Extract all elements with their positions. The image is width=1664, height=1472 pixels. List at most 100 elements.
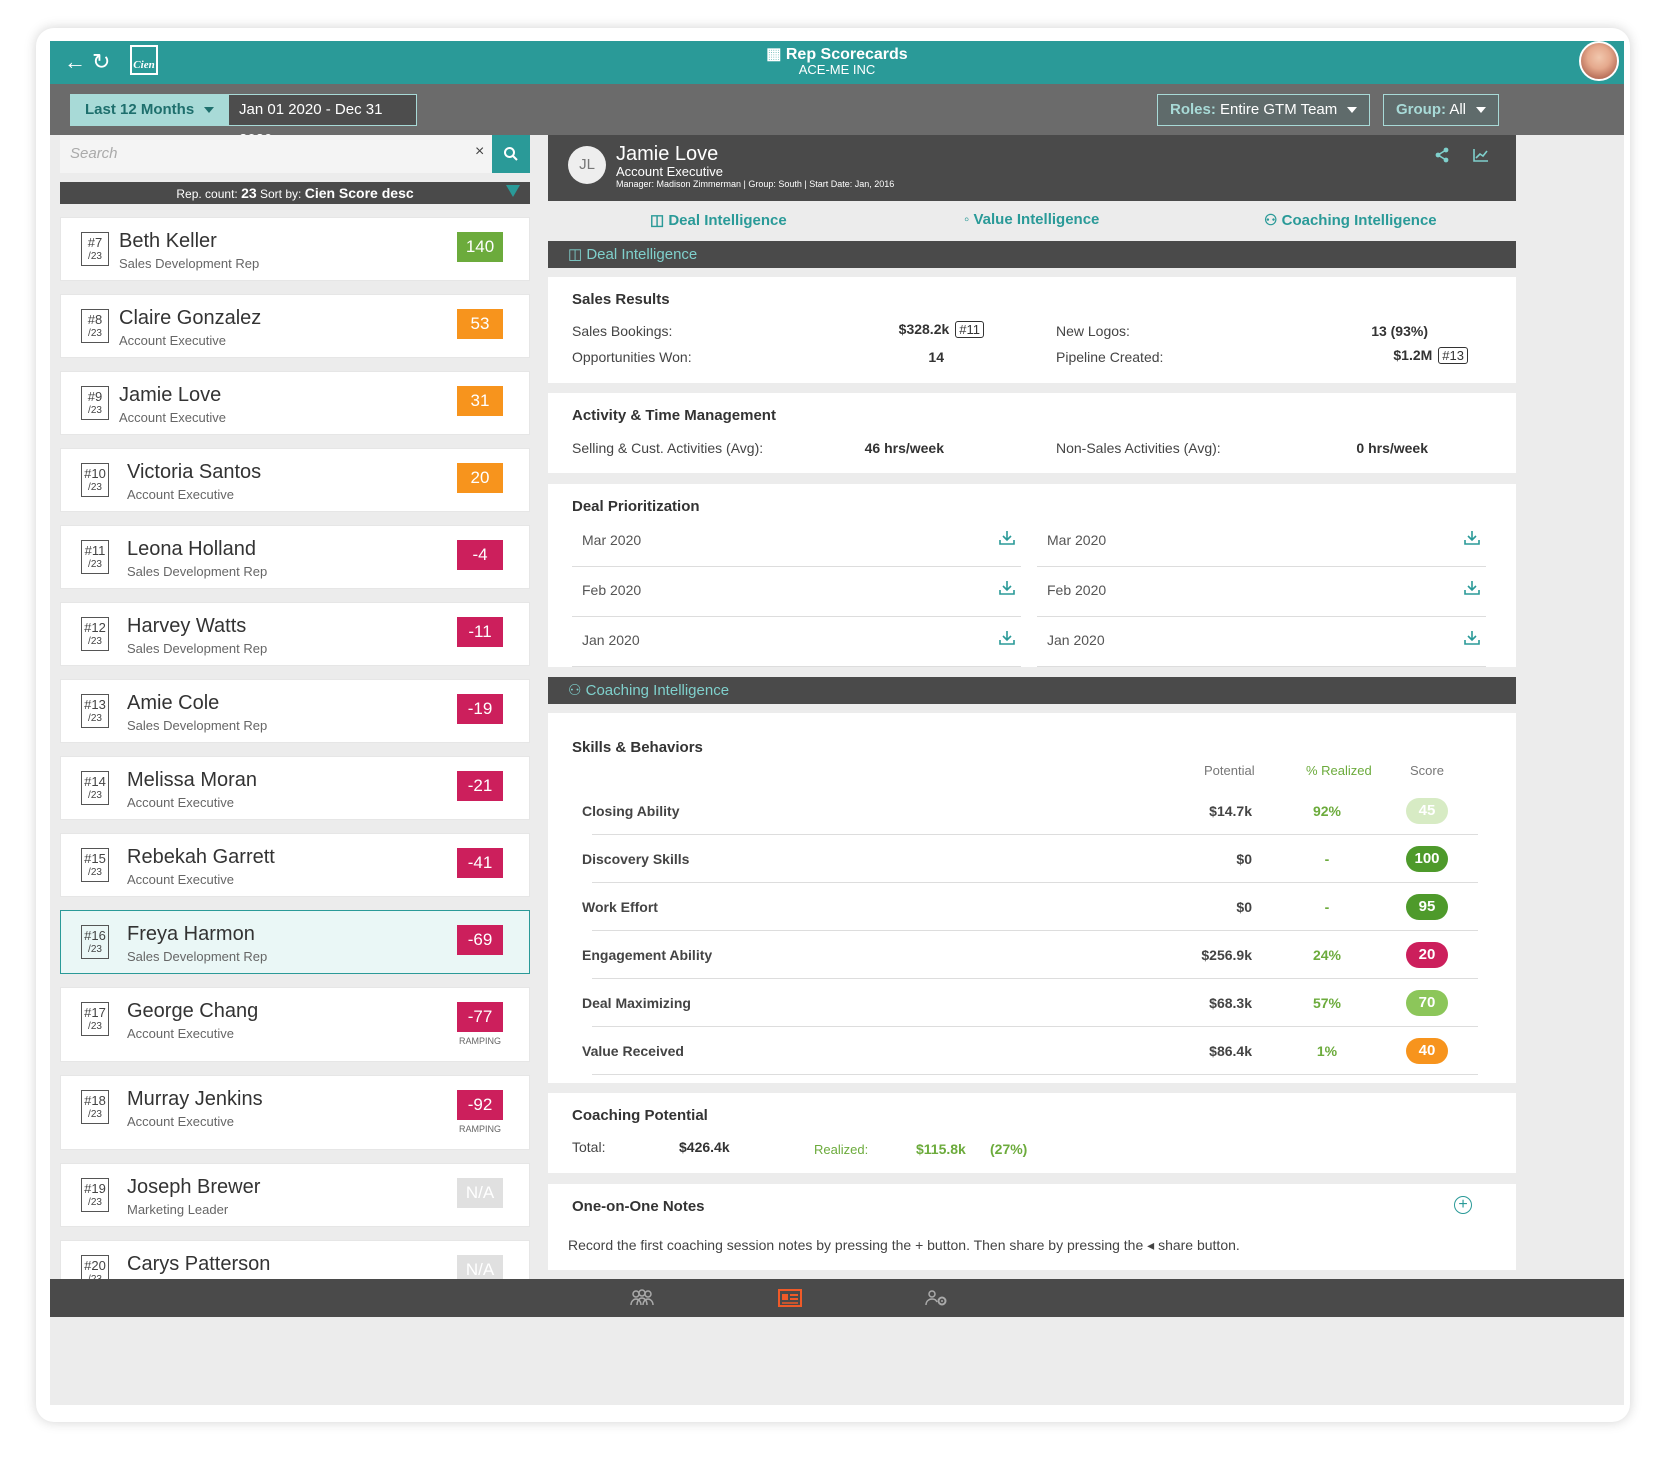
skill-name: Discovery Skills	[582, 851, 690, 867]
rank-badge: #15/23	[81, 848, 109, 882]
filter-icon[interactable]	[506, 185, 520, 197]
top-bar: ← ↻ Cien ▦ Rep Scorecards ACE-ME INC	[50, 41, 1624, 84]
profile-name: Jamie Love	[616, 143, 719, 165]
rep-card[interactable]: #17/23 George Chang Account Executive -77 RA…	[60, 987, 530, 1062]
download-icon[interactable]	[1464, 630, 1480, 646]
rep-name: Harvey Watts	[127, 615, 247, 637]
rep-card[interactable]: #16/23 Freya Harmon Sales Development Rep -…	[60, 910, 530, 974]
skill-name: Work Effort	[582, 899, 658, 915]
clear-icon[interactable]: ×	[475, 143, 485, 160]
rep-card[interactable]: #20/23 Carys Patterson N/A	[60, 1240, 530, 1279]
skill-score-badge: 95	[1406, 894, 1448, 920]
avatar: JL	[568, 146, 606, 184]
rep-card[interactable]: #15/23 Rebekah Garrett Account Executive -4…	[60, 833, 530, 897]
skill-name: Engagement Ability	[582, 947, 713, 963]
score-badge: -41	[457, 848, 503, 878]
team-icon[interactable]	[630, 1289, 654, 1307]
user-avatar[interactable]	[1579, 41, 1619, 81]
trend-chart-icon[interactable]	[1473, 147, 1489, 168]
period-label: Jan 2020	[1047, 632, 1105, 648]
roles-dropdown[interactable]: Roles: Entire GTM Team	[1157, 94, 1371, 126]
skill-potential: $0	[1236, 851, 1252, 867]
download-icon[interactable]	[999, 530, 1015, 546]
download-icon[interactable]	[999, 580, 1015, 596]
download-icon[interactable]	[999, 630, 1015, 646]
score-badge: -21	[457, 771, 503, 801]
rep-card[interactable]: #7/23 Beth Keller Sales Development Rep 140	[60, 217, 530, 281]
prioritization-row: Feb 2020	[572, 567, 1021, 617]
new-logos-value: 13 (93%)	[1371, 323, 1428, 339]
rep-role: Account Executive	[119, 410, 226, 425]
rep-card[interactable]: #14/23 Melissa Moran Account Executive -21	[60, 756, 530, 820]
refresh-icon[interactable]: ↻	[92, 49, 111, 74]
rank-badge: #11/23	[81, 540, 109, 574]
rank-badge: #7/23	[81, 232, 109, 266]
score-badge: -69	[457, 925, 503, 955]
chevron-down-icon	[1347, 107, 1358, 114]
prioritization-row: Jan 2020	[572, 617, 1021, 667]
chevron-down-icon	[1476, 107, 1487, 114]
search-input[interactable]: Search ×	[60, 135, 495, 173]
rep-role: Sales Development Rep	[127, 564, 268, 579]
skill-row: Work Effort $0 - 95	[582, 883, 1478, 931]
column-header-score: Score	[1410, 763, 1444, 778]
rank-badge: #18/23	[81, 1090, 109, 1124]
filter-bar: Last 12 Months Jan 01 2020 - Dec 31 2020…	[50, 84, 1624, 148]
group-dropdown[interactable]: Group: All	[1383, 94, 1500, 126]
skill-potential: $0	[1236, 899, 1252, 915]
share-icon[interactable]	[1434, 147, 1450, 168]
rep-name: Amie Cole	[127, 692, 220, 714]
rep-card[interactable]: #13/23 Amie Cole Sales Development Rep -19	[60, 679, 530, 743]
skill-row: Engagement Ability $256.9k 24% 20	[582, 931, 1478, 979]
skill-score-badge: 45	[1406, 798, 1448, 824]
non-sales-activities-value: 0 hrs/week	[1356, 440, 1428, 456]
rep-count-bar: Rep. count: 23 Sort by: Cien Score desc	[60, 182, 530, 204]
pipeline-created-value: $1.2M #13	[1288, 347, 1468, 364]
skill-score-badge: 40	[1406, 1038, 1448, 1064]
rep-role: Sales Development Rep	[119, 256, 260, 271]
rank-badge: #8/23	[81, 309, 109, 343]
skill-name: Closing Ability	[582, 803, 680, 819]
rep-name: Leona Holland	[127, 538, 256, 560]
tab-deal-intelligence[interactable]: ◫ Deal Intelligence	[650, 212, 787, 229]
rep-role: Sales Development Rep	[127, 718, 268, 733]
date-range[interactable]: Jan 01 2020 - Dec 31 2020	[228, 94, 417, 148]
period-dropdown[interactable]: Last 12 Months	[70, 94, 228, 126]
tab-coaching-intelligence[interactable]: ⚇ Coaching Intelligence	[1264, 212, 1437, 229]
download-icon[interactable]	[1464, 580, 1480, 596]
prioritization-row: Feb 2020	[1037, 567, 1486, 617]
users-gear-icon: ⚇	[568, 682, 586, 699]
skill-potential: $14.7k	[1209, 803, 1252, 819]
scorecard-icon[interactable]	[778, 1289, 802, 1307]
coaching-intelligence-heading: ⚇ Coaching Intelligence	[548, 677, 1516, 704]
kv-label: Non-Sales Activities (Avg):	[1056, 440, 1221, 456]
skill-potential: $86.4k	[1209, 1043, 1252, 1059]
rep-role: Sales Development Rep	[127, 641, 268, 656]
rep-card[interactable]: #8/23 Claire Gonzalez Account Executive 53	[60, 294, 530, 358]
add-note-icon[interactable]: +	[1454, 1196, 1472, 1214]
search-button[interactable]	[492, 135, 530, 173]
coaching-gear-icon[interactable]	[925, 1289, 949, 1307]
kv-label: Selling & Cust. Activities (Avg):	[572, 440, 764, 456]
rep-role: Account Executive	[127, 1026, 234, 1041]
rep-card[interactable]: #18/23 Murray Jenkins Account Executive -92…	[60, 1075, 530, 1150]
rep-card[interactable]: #9/23 Jamie Love Account Executive 31	[60, 371, 530, 435]
rep-card[interactable]: #19/23 Joseph Brewer Marketing Leader N/A	[60, 1163, 530, 1227]
coaching-realized-pct: (27%)	[990, 1141, 1028, 1157]
rep-card[interactable]: #12/23 Harvey Watts Sales Development Rep -…	[60, 602, 530, 666]
rep-role: Marketing Leader	[127, 1202, 229, 1217]
coaching-potential-card: Coaching Potential Total: $426.4k Realiz…	[548, 1093, 1516, 1173]
bottom-nav	[50, 1279, 1624, 1317]
rep-card[interactable]: #11/23 Leona Holland Sales Development Rep…	[60, 525, 530, 589]
rank-badge: #16/23	[81, 925, 109, 959]
users-icon: ⚇	[1264, 212, 1282, 229]
arrow-left-icon[interactable]: ←	[64, 49, 86, 74]
section-title: Deal Prioritization	[572, 498, 700, 515]
tab-value-intelligence[interactable]: ◦ Value Intelligence	[964, 211, 1100, 228]
rep-name: Freya Harmon	[127, 923, 255, 945]
rep-card[interactable]: #10/23 Victoria Santos Account Executive 20	[60, 448, 530, 512]
rank-badge: #20/23	[81, 1255, 109, 1279]
download-icon[interactable]	[1464, 530, 1480, 546]
selling-activities-value: 46 hrs/week	[864, 440, 944, 456]
rank-badge: #19/23	[81, 1178, 109, 1212]
